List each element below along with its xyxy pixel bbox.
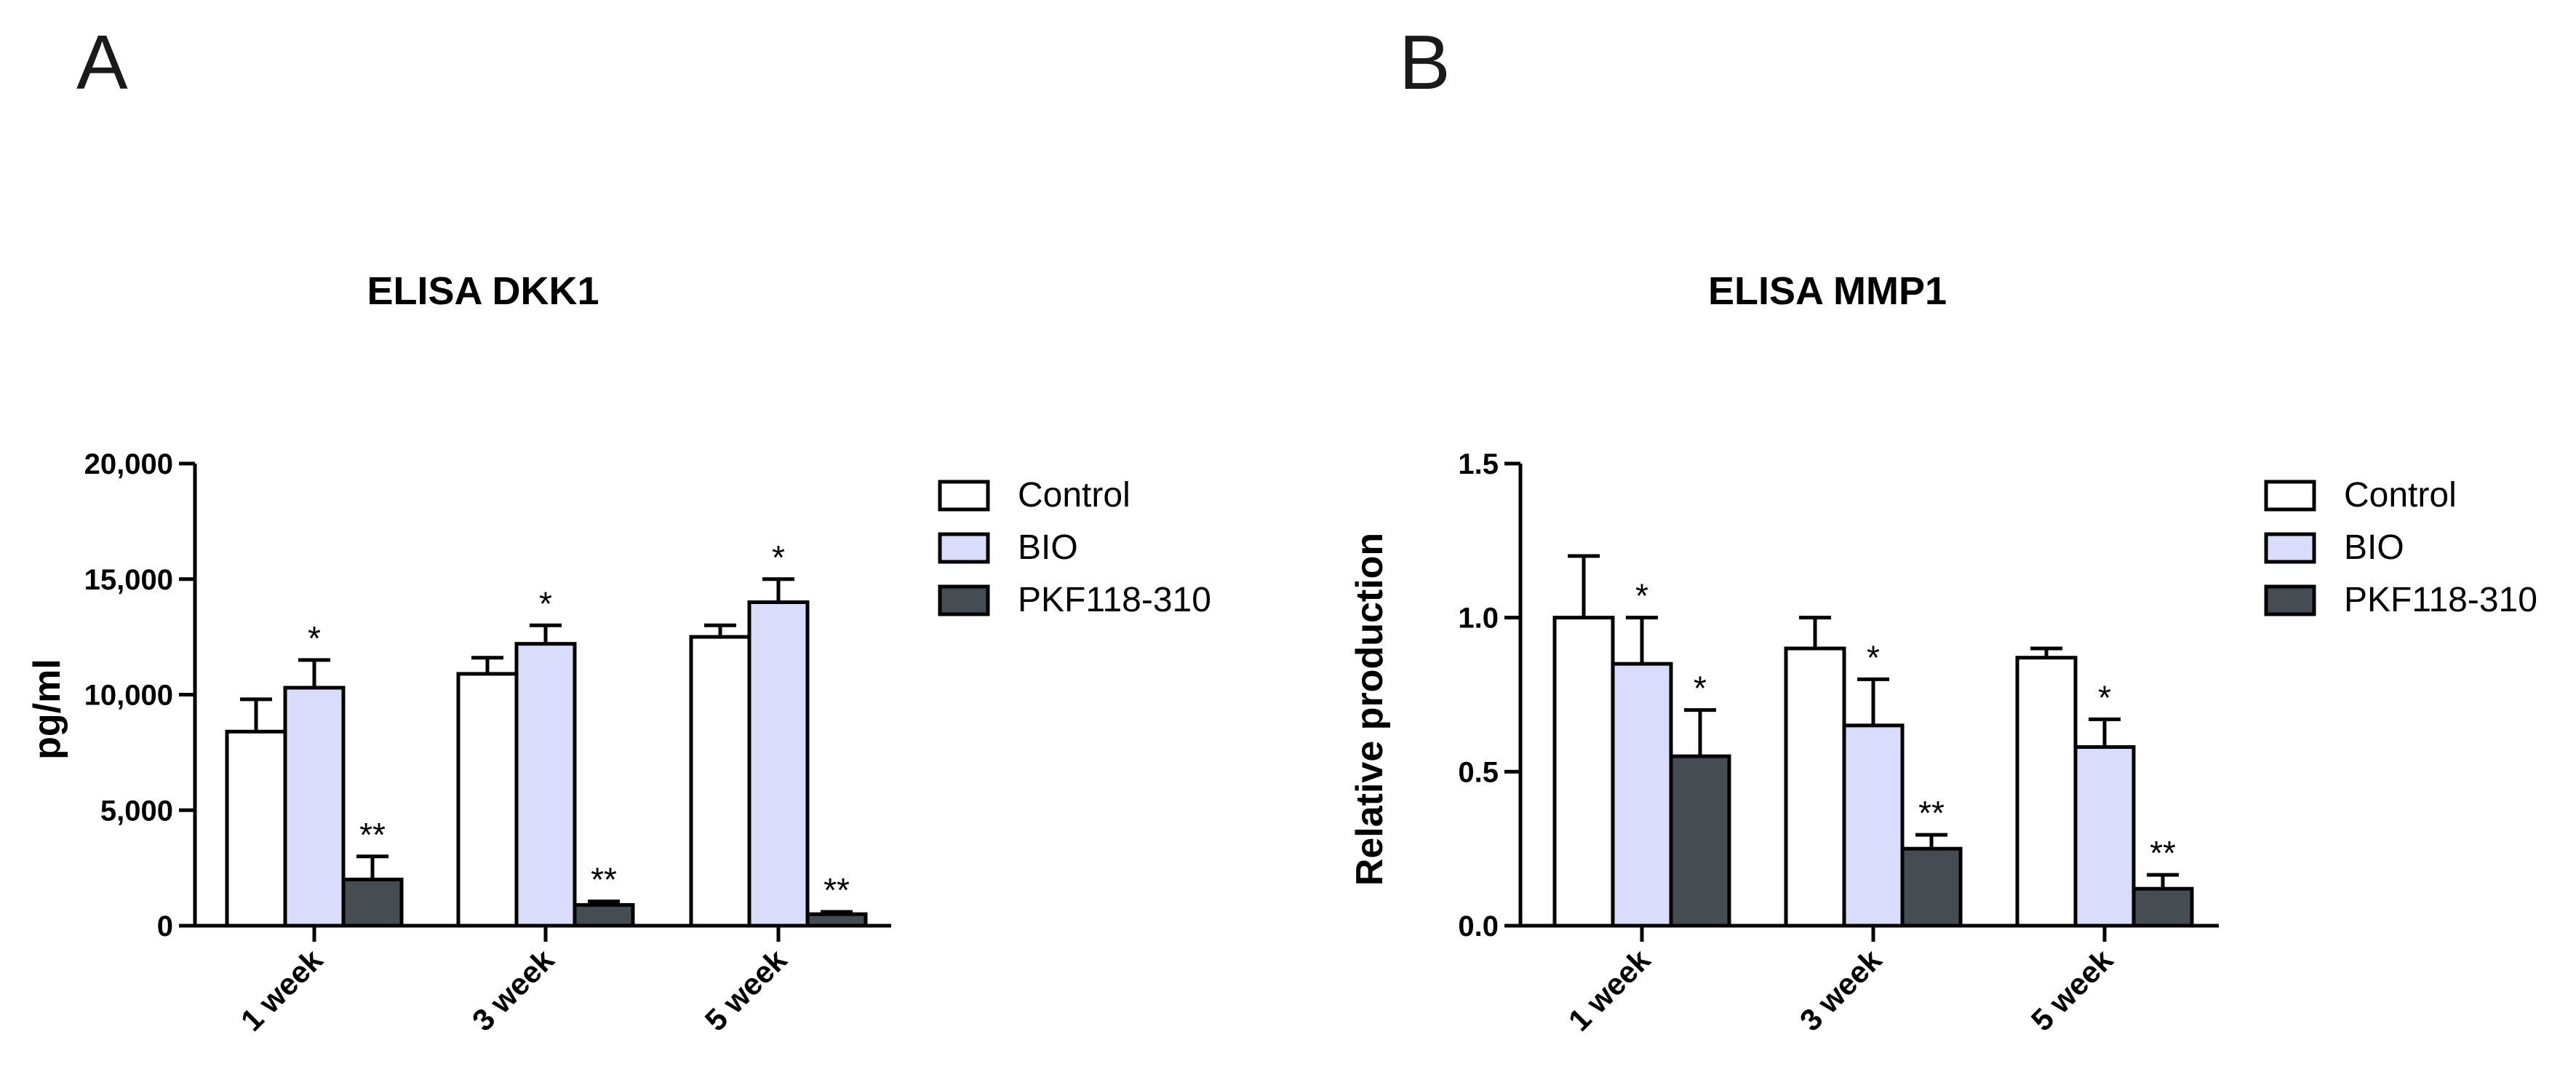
- y-axis-label: pg/ml: [26, 659, 68, 760]
- bar-control: [689, 635, 751, 928]
- panel-b: B ELISA MMP1 0.0 0.5 1.0 1.5 Relative producti…: [1349, 20, 2537, 1038]
- y-tick-label: 20,000: [84, 448, 173, 480]
- significance-marker: **: [591, 861, 617, 899]
- y-tick-label: 0: [157, 910, 173, 942]
- bar-control: [225, 729, 287, 928]
- y-tick-label: 0.0: [1458, 910, 1499, 942]
- legend-label: BIO: [2344, 528, 2404, 567]
- legend-swatch: [2264, 584, 2316, 616]
- y-axis-label: Relative production: [1349, 533, 1391, 886]
- chart-title: ELISA MMP1: [1708, 269, 1947, 313]
- y-tick-label: 5,000: [100, 795, 173, 827]
- legend-label: Control: [1018, 476, 1131, 515]
- x-tick-label: 5 week: [2025, 942, 2120, 1038]
- significance-marker: **: [2150, 834, 2176, 872]
- bar-pkf118-310: [1669, 754, 1731, 928]
- significance-marker: *: [772, 539, 785, 576]
- x-tick-label: 1 week: [1562, 942, 1657, 1038]
- legend-swatch: [938, 584, 990, 616]
- bar-bio: [514, 642, 577, 928]
- panel-letter: A: [76, 20, 128, 106]
- significance-marker: *: [539, 584, 552, 622]
- bar-pkf118-310: [2132, 886, 2194, 928]
- y-tick-label: 10,000: [84, 680, 173, 712]
- bar-control: [1552, 616, 1615, 928]
- panel-a: A ELISA DKK1 0 5,000 10,000 15,000 20,000 pg/ml…: [26, 20, 1211, 1038]
- x-tick-label: 5 week: [698, 942, 794, 1038]
- y-tick-label: 1.5: [1458, 448, 1499, 480]
- x-tick-label: 1 week: [234, 942, 330, 1038]
- legend-label: PKF118-310: [2344, 581, 2537, 619]
- significance-marker: **: [359, 816, 386, 854]
- significance-marker: *: [308, 619, 321, 657]
- significance-marker: *: [2098, 678, 2111, 716]
- panel-letter: B: [1399, 20, 1451, 106]
- bar-bio: [283, 686, 346, 928]
- bar-control: [2015, 656, 2078, 928]
- legend-swatch: [2264, 532, 2316, 564]
- legend-label: BIO: [1018, 528, 1078, 567]
- bar-pkf118-310: [341, 878, 404, 928]
- legend-swatch: [2264, 480, 2316, 512]
- significance-marker: *: [1867, 638, 1880, 676]
- x-tick-label: 3 week: [1793, 942, 1889, 1038]
- significance-marker: *: [1694, 670, 1707, 707]
- significance-marker: **: [1918, 794, 1945, 832]
- y-tick-label: 15,000: [84, 564, 173, 596]
- x-tick-label: 3 week: [466, 942, 561, 1038]
- legend: Control BIO PKF118-310: [2264, 476, 2537, 619]
- bar-bio: [1842, 723, 1905, 928]
- bar-pkf118-310: [573, 902, 635, 928]
- bar-pkf118-310: [1900, 846, 1963, 928]
- legend-label: Control: [2344, 476, 2457, 515]
- chart-title: ELISA DKK1: [367, 269, 599, 313]
- bar-control: [456, 672, 519, 928]
- bar-bio: [2073, 745, 2136, 928]
- legend: Control BIO PKF118-310: [938, 476, 1211, 619]
- y-tick-label: 1.0: [1458, 603, 1499, 635]
- bar-control: [1784, 646, 1846, 928]
- legend-swatch: [938, 480, 990, 512]
- bar-bio: [1611, 662, 1673, 928]
- legend-swatch: [938, 532, 990, 564]
- y-tick-label: 0.5: [1458, 756, 1499, 788]
- bar-pkf118-310: [805, 912, 868, 928]
- significance-marker: *: [1635, 577, 1648, 615]
- significance-marker: **: [824, 871, 850, 909]
- bar-bio: [747, 600, 810, 928]
- legend-label: PKF118-310: [1018, 581, 1211, 619]
